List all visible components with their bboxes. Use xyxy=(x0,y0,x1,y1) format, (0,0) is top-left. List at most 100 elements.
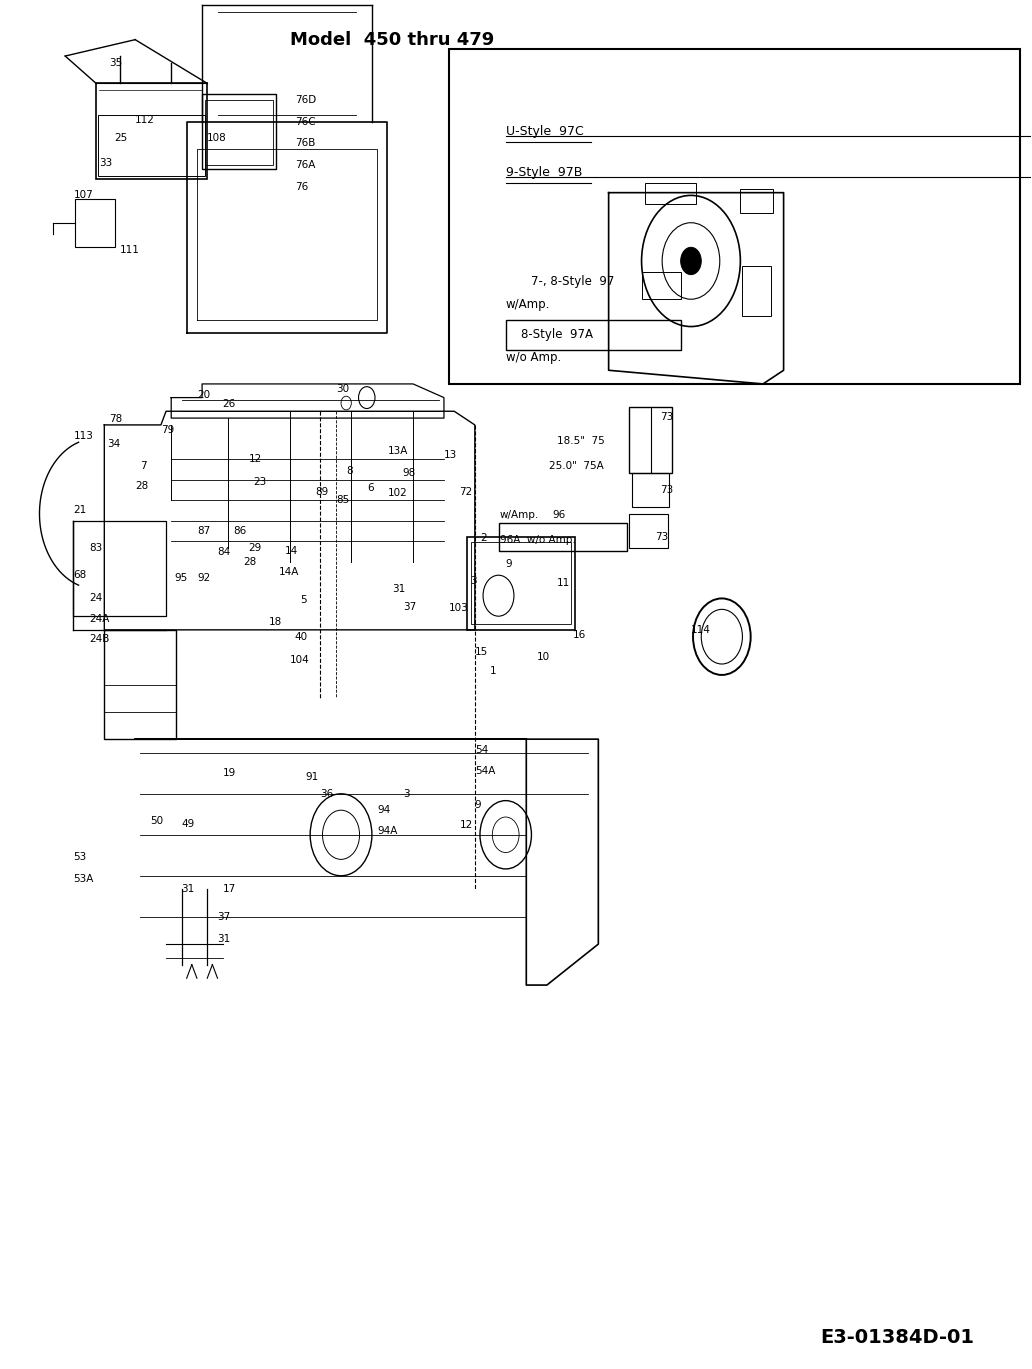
Text: 76B: 76B xyxy=(295,138,315,148)
Text: 9-Style  97B: 9-Style 97B xyxy=(506,166,582,179)
Text: 26: 26 xyxy=(223,400,236,409)
Text: 18.5"  75: 18.5" 75 xyxy=(557,437,605,446)
Text: 31: 31 xyxy=(392,583,406,594)
Bar xyxy=(75,200,115,248)
Bar xyxy=(98,115,205,177)
Text: 76C: 76C xyxy=(295,116,316,126)
Text: 87: 87 xyxy=(197,527,211,537)
Text: 84: 84 xyxy=(218,548,231,557)
Text: 36: 36 xyxy=(321,789,333,798)
Text: 104: 104 xyxy=(290,654,310,665)
Bar xyxy=(740,189,773,214)
Text: 13A: 13A xyxy=(387,446,408,456)
Text: w/Amp.: w/Amp. xyxy=(506,298,550,311)
Text: 16: 16 xyxy=(573,630,586,641)
Text: 28: 28 xyxy=(135,482,149,491)
Text: 94A: 94A xyxy=(377,826,397,835)
Text: 29: 29 xyxy=(249,543,262,553)
Text: 72: 72 xyxy=(459,487,473,497)
Text: Model  450 thru 479: Model 450 thru 479 xyxy=(290,30,494,49)
Text: 111: 111 xyxy=(120,245,139,255)
Text: 76D: 76D xyxy=(295,94,316,105)
Text: 24A: 24A xyxy=(89,613,109,624)
Text: 25.0"  75A: 25.0" 75A xyxy=(549,461,604,471)
Text: 95: 95 xyxy=(174,574,188,583)
Bar xyxy=(498,523,627,550)
Bar xyxy=(205,100,273,166)
Text: 68: 68 xyxy=(73,571,87,580)
Text: 2: 2 xyxy=(480,534,487,543)
Text: 49: 49 xyxy=(182,819,195,828)
Text: 96A  w/o Amp.: 96A w/o Amp. xyxy=(499,535,575,545)
Text: 53: 53 xyxy=(73,852,87,861)
Text: 107: 107 xyxy=(73,190,93,200)
Text: 94: 94 xyxy=(377,805,390,815)
Text: 14: 14 xyxy=(285,546,297,556)
Text: 6: 6 xyxy=(366,483,374,493)
Text: 96: 96 xyxy=(552,511,566,520)
Text: w/o Amp.: w/o Amp. xyxy=(506,352,561,364)
Text: 11: 11 xyxy=(557,578,571,589)
Text: 37: 37 xyxy=(218,912,231,921)
Text: U-Style  97C: U-Style 97C xyxy=(506,125,583,138)
Text: 35: 35 xyxy=(109,57,123,68)
Text: 8: 8 xyxy=(346,467,353,476)
Text: 114: 114 xyxy=(691,624,711,635)
Text: 25: 25 xyxy=(115,133,128,142)
Bar xyxy=(645,183,697,204)
Text: 40: 40 xyxy=(295,631,308,642)
Text: 3: 3 xyxy=(470,576,477,586)
Text: 18: 18 xyxy=(269,616,282,627)
Text: 102: 102 xyxy=(387,489,407,498)
Bar xyxy=(642,272,681,300)
Text: 31: 31 xyxy=(218,934,231,943)
Text: 3: 3 xyxy=(402,789,410,798)
Text: 37: 37 xyxy=(402,601,416,612)
Text: 1: 1 xyxy=(490,665,496,676)
Text: 28: 28 xyxy=(244,557,257,567)
Text: 83: 83 xyxy=(89,543,102,553)
Text: 113: 113 xyxy=(73,431,93,441)
Text: 9: 9 xyxy=(506,560,512,570)
Text: 73: 73 xyxy=(660,486,673,496)
Text: 8-Style  97A: 8-Style 97A xyxy=(521,329,593,341)
Text: 24B: 24B xyxy=(89,634,109,645)
Bar xyxy=(506,320,681,349)
Text: 7: 7 xyxy=(140,461,147,471)
Bar xyxy=(96,84,207,179)
Bar xyxy=(202,94,277,170)
Text: 21: 21 xyxy=(73,505,87,515)
Text: 15: 15 xyxy=(475,646,488,657)
Text: 17: 17 xyxy=(223,884,236,894)
Text: 53A: 53A xyxy=(73,873,94,883)
Text: 23: 23 xyxy=(254,478,267,487)
Bar xyxy=(742,267,771,316)
Circle shape xyxy=(681,248,702,275)
Text: 19: 19 xyxy=(223,768,236,779)
Text: 9: 9 xyxy=(475,799,482,809)
Text: 79: 79 xyxy=(161,426,174,435)
Text: 54: 54 xyxy=(475,745,488,756)
Text: 10: 10 xyxy=(537,652,550,663)
Text: 12: 12 xyxy=(249,455,262,464)
Bar xyxy=(466,537,575,630)
Text: 30: 30 xyxy=(335,385,349,394)
Bar xyxy=(633,472,670,507)
Text: 103: 103 xyxy=(449,602,469,613)
Text: E3-01384D-01: E3-01384D-01 xyxy=(819,1328,974,1347)
Text: 34: 34 xyxy=(107,439,121,449)
Text: 14A: 14A xyxy=(280,568,299,578)
Text: 24: 24 xyxy=(89,593,102,604)
Text: 7-, 8-Style  97: 7-, 8-Style 97 xyxy=(531,275,615,287)
Text: 112: 112 xyxy=(135,115,155,125)
Text: 54A: 54A xyxy=(475,765,495,776)
Text: 86: 86 xyxy=(233,527,247,537)
Text: 31: 31 xyxy=(182,884,195,894)
Text: 92: 92 xyxy=(197,574,211,583)
Text: 20: 20 xyxy=(197,390,211,400)
Text: 108: 108 xyxy=(207,133,227,142)
Text: 89: 89 xyxy=(316,487,328,497)
Text: w/Amp.: w/Amp. xyxy=(499,511,539,520)
Bar xyxy=(471,542,571,624)
Text: 76: 76 xyxy=(295,182,308,192)
